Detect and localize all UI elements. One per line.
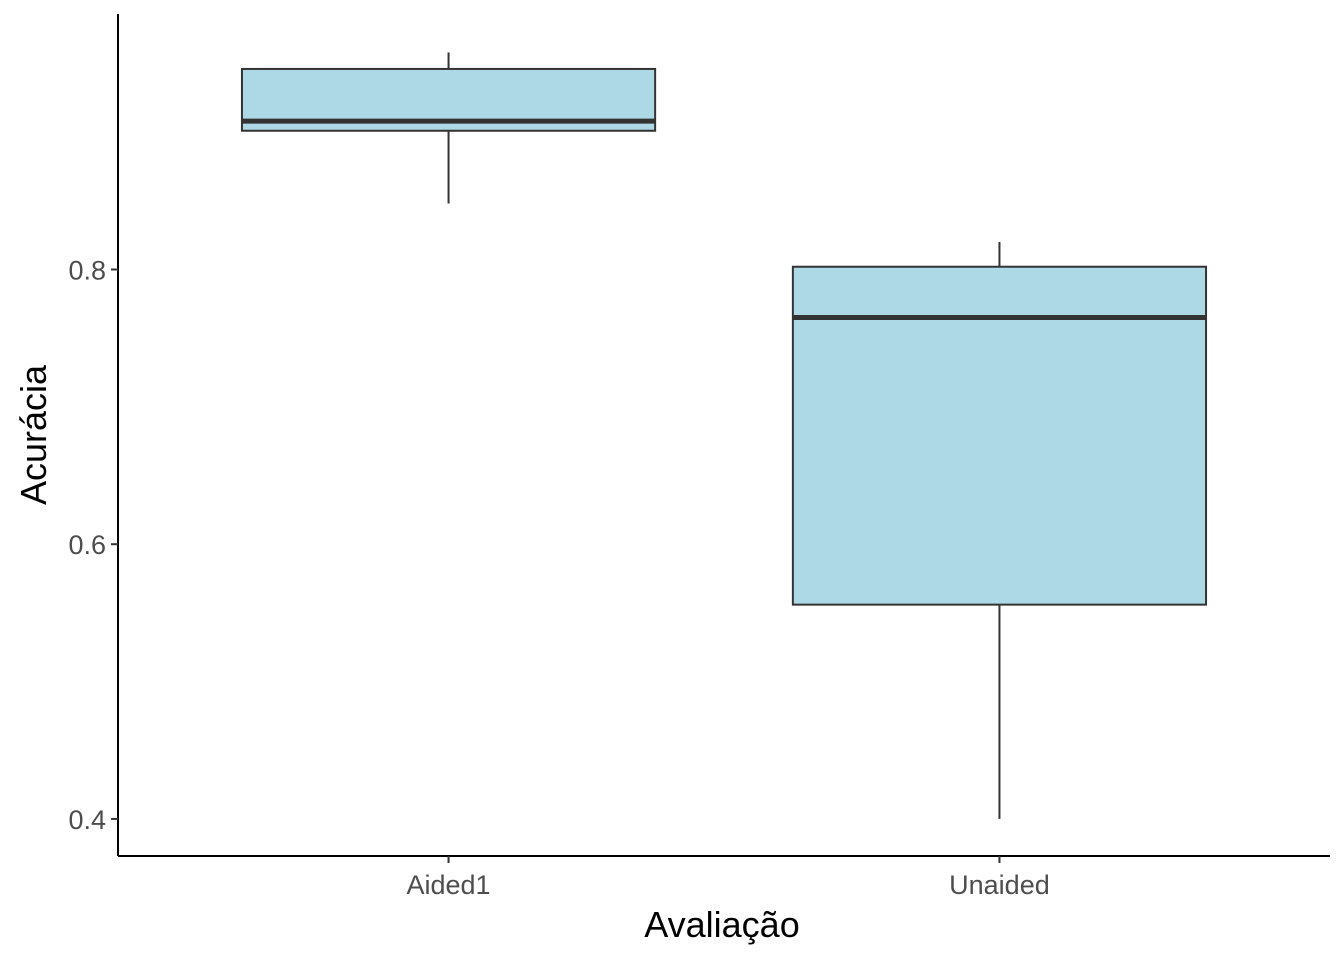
boxes-layer [240,52,1208,819]
y-tick-label: 0.8 [68,255,106,285]
box-group [240,52,657,204]
box-group [791,242,1208,819]
y-axis: 0.4 0.6 0.8 [68,14,119,856]
x-tick-label: Unaided [949,870,1050,900]
box-iqr [791,265,1208,606]
x-axis-title: Avaliação [644,904,799,945]
y-tick-label: 0.6 [68,530,106,560]
x-axis: Aided1 Unaided [118,855,1330,900]
y-tick-label: 0.4 [68,805,106,835]
y-axis-title: Acurácia [13,364,54,505]
x-tick-label: Aided1 [407,870,491,900]
